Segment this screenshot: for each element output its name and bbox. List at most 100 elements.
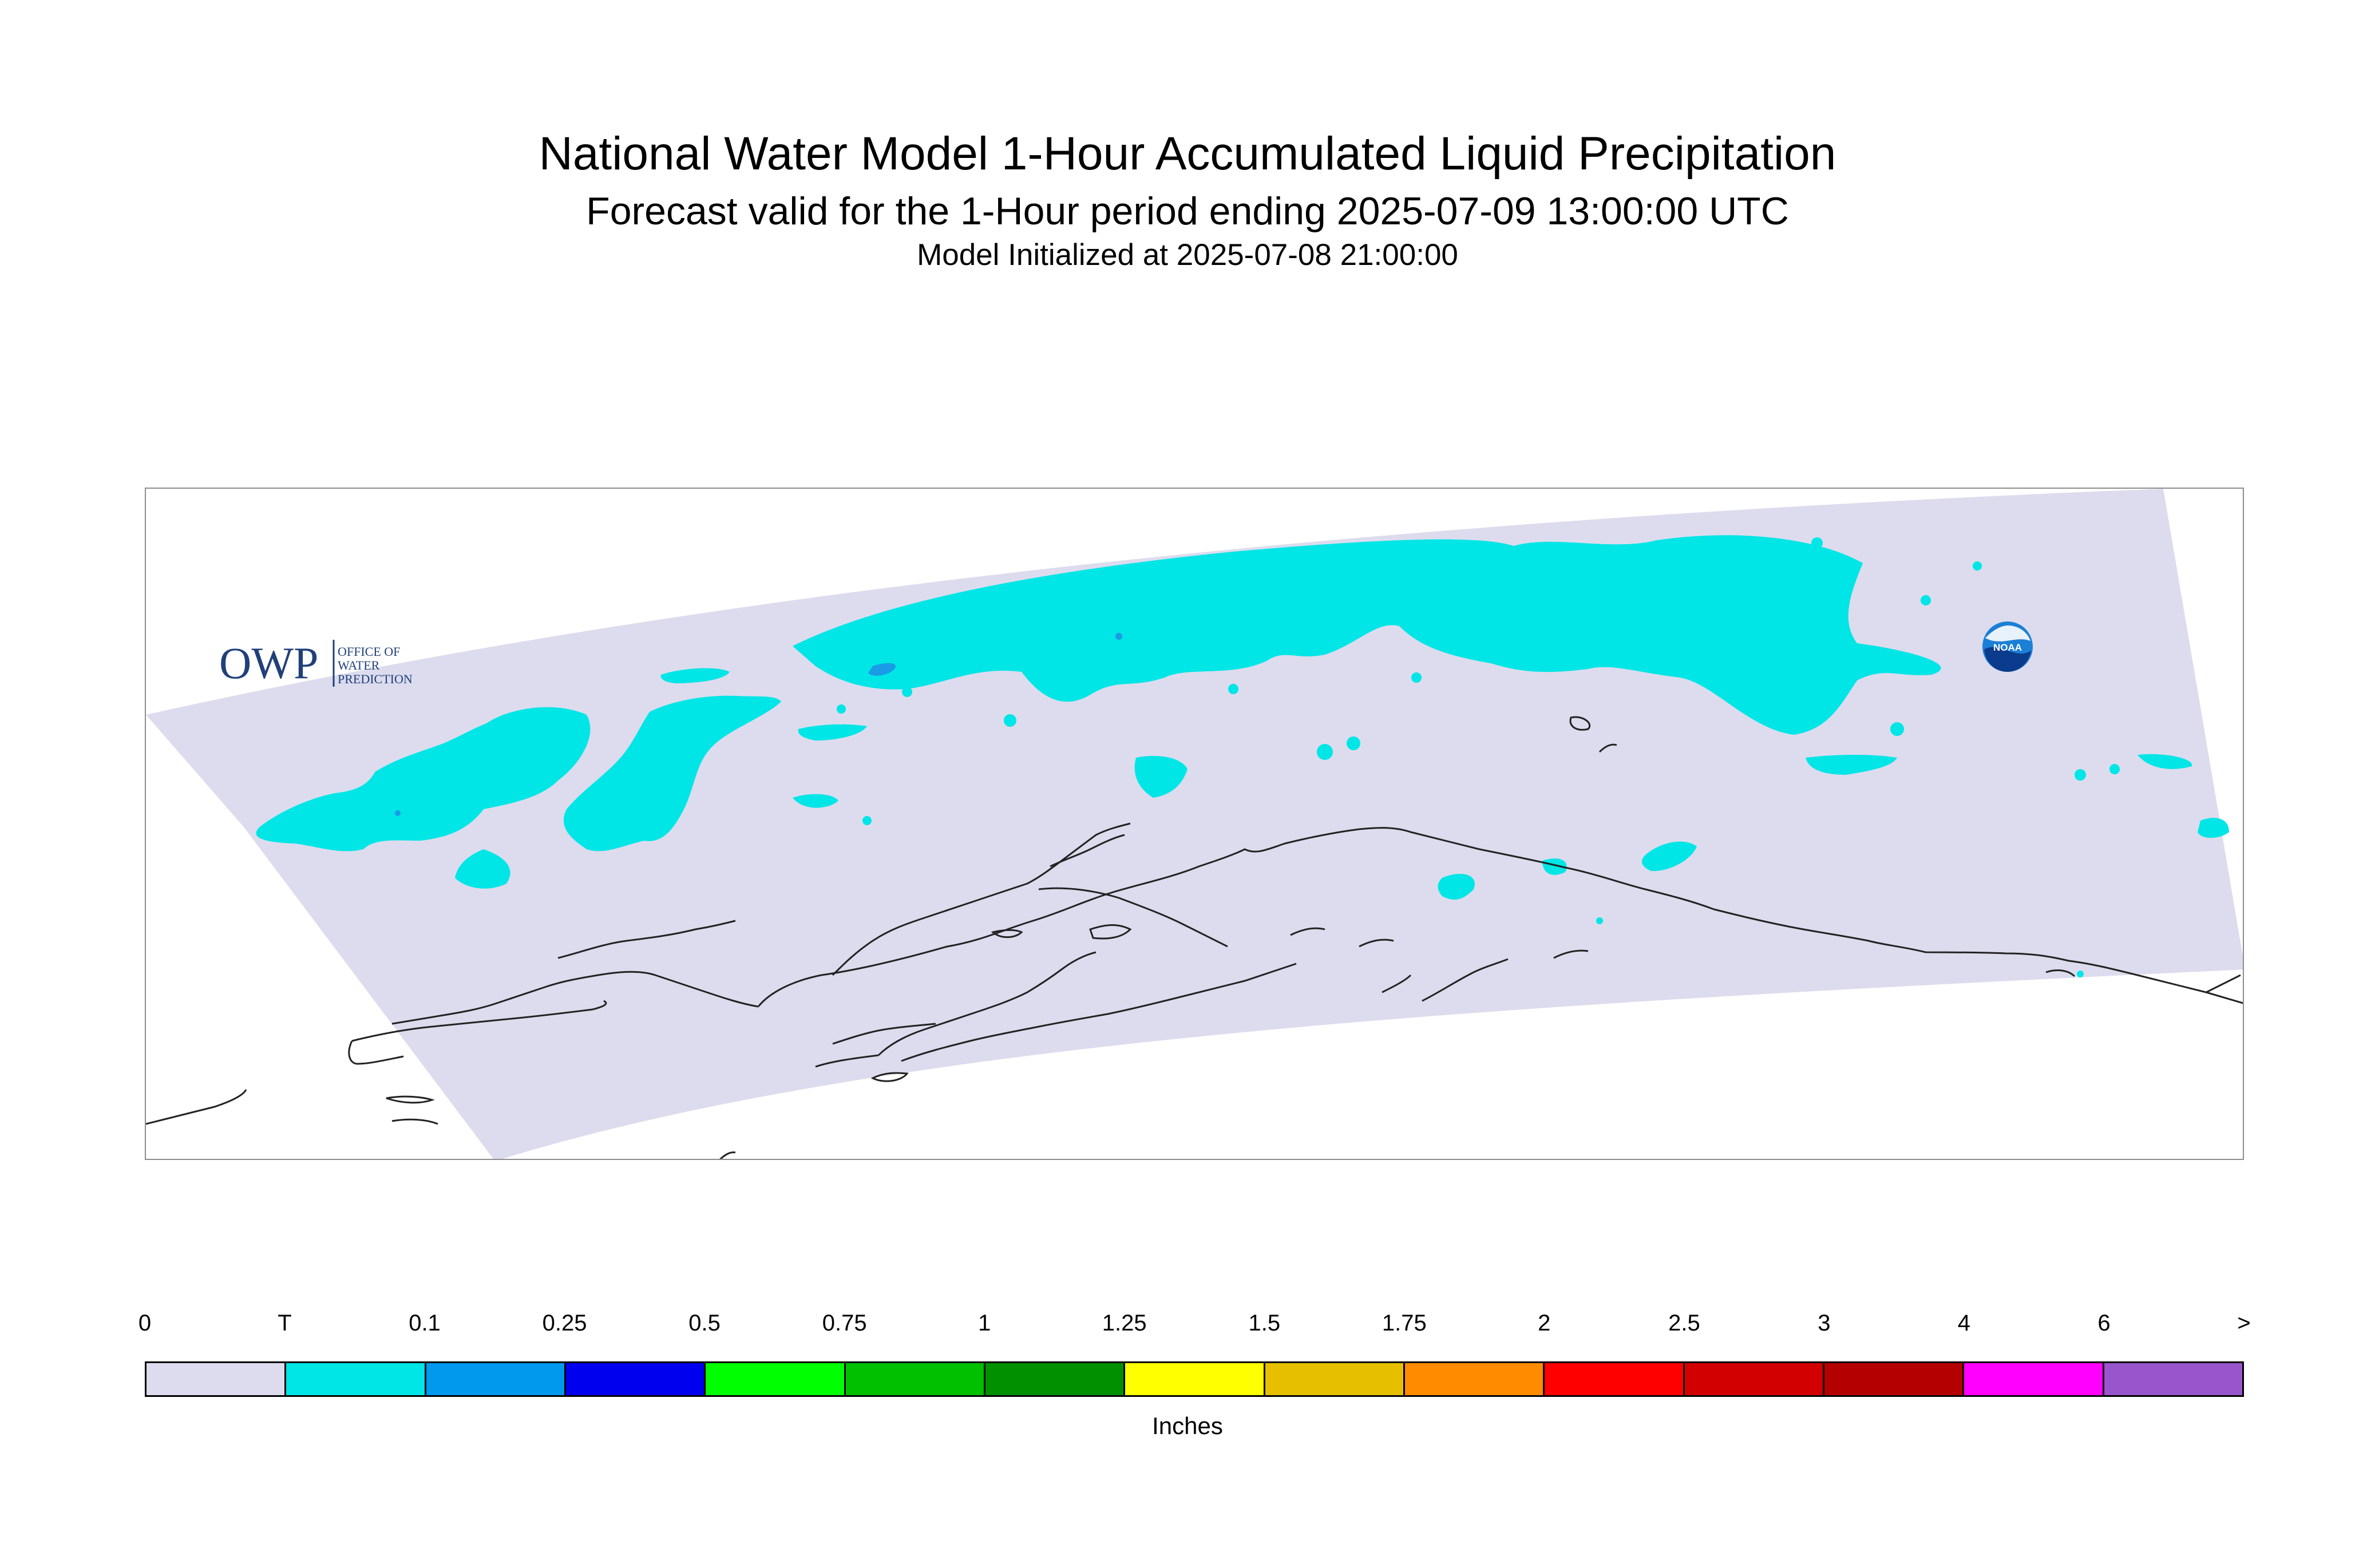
precip-map: [146, 489, 2243, 1159]
coastline: [1553, 949, 1589, 959]
model-init-line: Model Initialized at 2025-07-08 21:00:00: [917, 238, 1458, 272]
coastlines: [146, 716, 2243, 1159]
precip-area: [798, 724, 867, 741]
map-subtitle: Forecast valid for the 1-Hour period end…: [586, 189, 1789, 233]
legend-tick: >: [2237, 1310, 2251, 1336]
coastline: [1422, 958, 1509, 1002]
legend-tick: 2: [1538, 1310, 1551, 1336]
legend-tick: 1.5: [1248, 1310, 1281, 1336]
precipitation-areas: [256, 535, 2229, 977]
legend-tick: 1: [978, 1310, 991, 1336]
coastline: [1038, 887, 1228, 948]
legend-swatch: [845, 1363, 985, 1395]
legend-swatch: [1125, 1363, 1265, 1395]
precip-cell: [1411, 672, 1422, 683]
legend-tick: 0: [138, 1310, 152, 1336]
coastline: [832, 1023, 936, 1045]
legend-units-label: Inches: [1152, 1412, 1223, 1439]
precip-area: [1542, 858, 1567, 875]
legend-swatch: [706, 1363, 846, 1395]
legend-swatch: [1824, 1363, 1965, 1395]
legend-colorbar: [145, 1361, 2244, 1397]
precip-cell: [837, 704, 846, 714]
precip-cell: [1228, 684, 1238, 694]
coastline: [1359, 939, 1394, 948]
legend-tick: 0.75: [822, 1310, 867, 1336]
precip-cell: [1004, 714, 1016, 727]
coastline: [2045, 969, 2076, 977]
color-legend: 0 T 0.1 0.25 0.5 0.75 1 1.25 1.5 1.75 2 …: [138, 1310, 2251, 1397]
precip-area: [660, 668, 730, 683]
owp-logo: OWP OFFICE OF WATER PREDICTION: [73, 624, 468, 701]
coastline: [719, 1151, 736, 1159]
precip-area: [455, 849, 510, 889]
legend-tick: 0.5: [688, 1310, 721, 1336]
precip-area: [2198, 818, 2229, 838]
coastline: [757, 827, 2243, 1007]
coastline: [351, 1000, 607, 1042]
precip-cell: [1921, 595, 1931, 605]
map-title: National Water Model 1-Hour Accumulated …: [539, 128, 1836, 180]
precip-cell: [862, 816, 872, 825]
legend-swatch: [1265, 1363, 1405, 1395]
legend-swatch: [1964, 1363, 2104, 1395]
coastline: [1290, 927, 1325, 936]
precip-area: [793, 794, 838, 808]
coastline: [901, 963, 1297, 1062]
legend-swatch: [1545, 1363, 1685, 1395]
legend-swatch: [1684, 1363, 1824, 1395]
legend-swatch: [1404, 1363, 1545, 1395]
legend-swatch: [565, 1363, 706, 1395]
precip-area: [793, 535, 1941, 735]
coastline: [815, 1054, 879, 1068]
precip-area: [2138, 754, 2192, 769]
owp-logo-line3: PREDICTION: [338, 672, 413, 686]
coastline: [386, 1095, 435, 1104]
noaa-logo: NOAA: [1976, 615, 2039, 681]
coastline: [877, 951, 1097, 1056]
legend-tick: 6: [2097, 1310, 2111, 1336]
precip-cell: [1596, 917, 1603, 924]
precip-cell: [1317, 744, 1333, 760]
map-panel: [145, 488, 2244, 1160]
precip-cell: [484, 752, 495, 763]
legend-tick: 3: [1818, 1310, 1831, 1336]
legend-tick: 0.1: [409, 1310, 441, 1336]
legend-tick: 1.25: [1102, 1310, 1147, 1336]
precip-cell: [1811, 537, 1823, 549]
coastline: [391, 971, 759, 1025]
precip-cell: [1973, 561, 1982, 571]
coastline: [832, 822, 1131, 976]
legend-tick: 4: [1957, 1310, 1971, 1336]
owp-logo-line1: OFFICE OF: [338, 644, 400, 659]
precip-heavy-cell: [1115, 633, 1122, 640]
owp-logo-line2: WATER: [338, 658, 380, 672]
precip-area: [1642, 841, 1697, 872]
coastline: [391, 1118, 438, 1125]
coastline: [1089, 924, 1132, 940]
legend-swatch: [147, 1363, 287, 1395]
legend-swatch: [286, 1363, 426, 1395]
legend-tick: 1.75: [1382, 1310, 1427, 1336]
precip-cell: [2077, 971, 2084, 977]
legend-swatch: [2104, 1363, 2242, 1395]
noaa-logo-mark: NOAA: [1993, 642, 2022, 653]
legend-swatch: [426, 1363, 566, 1395]
coastline: [1382, 974, 1412, 993]
owp-logo-mark: OWP: [219, 638, 318, 688]
precip-area: [563, 695, 781, 852]
coastline: [1598, 743, 1617, 753]
precip-heavy-area: [868, 663, 896, 676]
coastline: [2206, 974, 2241, 993]
coastline: [1050, 834, 1125, 868]
legend-tick: T: [278, 1310, 292, 1336]
coastline: [870, 1072, 909, 1082]
coastline: [557, 920, 736, 959]
precip-area: [256, 707, 591, 852]
precip-area: [1438, 873, 1475, 900]
precipitation-heavy-areas: [395, 633, 1122, 816]
coastline: [991, 929, 1023, 939]
precip-heavy-cell: [395, 810, 401, 816]
precip-cell: [1347, 737, 1360, 750]
precip-cell: [902, 687, 912, 697]
